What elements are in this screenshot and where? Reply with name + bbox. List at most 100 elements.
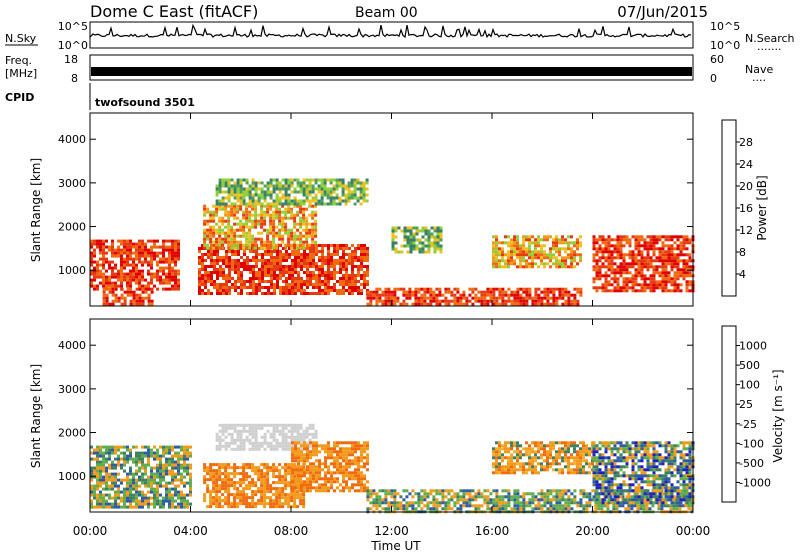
power-cell (120, 270, 123, 273)
power-cell (201, 259, 204, 262)
power-cell (303, 265, 306, 268)
velocity-cell (162, 464, 165, 467)
power-cell (103, 294, 106, 297)
power-cell (216, 188, 219, 191)
power-cell (513, 291, 516, 294)
power-cell (647, 259, 650, 262)
power-cell (246, 191, 249, 194)
power-cell (246, 182, 249, 185)
velocity-cell (294, 468, 297, 471)
velocity-cell (141, 458, 144, 461)
velocity-cell (252, 442, 255, 445)
power-cell (626, 235, 629, 238)
velocity-cell (260, 502, 263, 505)
power-cell (617, 250, 620, 253)
power-cell (366, 179, 369, 182)
power-cell (171, 276, 174, 279)
power-cell (269, 241, 272, 244)
velocity-cell (108, 506, 111, 509)
velocity-cell (369, 507, 372, 510)
power-cell (219, 203, 222, 206)
power-cell (255, 259, 258, 262)
velocity-cell (354, 444, 357, 447)
power-cell (102, 267, 105, 270)
velocity-cell (294, 486, 297, 489)
power-cell (593, 238, 596, 241)
power-cell (602, 289, 605, 292)
power-cell (111, 243, 114, 246)
velocity-cell (243, 445, 246, 448)
velocity-cell (215, 496, 218, 499)
power-cell (148, 288, 151, 291)
velocity-cell (354, 477, 357, 480)
power-cell (212, 226, 215, 229)
velocity-cell (165, 464, 168, 467)
power-cell (576, 247, 579, 250)
power-cell (123, 276, 126, 279)
velocity-cell (93, 485, 96, 488)
power-cell (210, 259, 213, 262)
power-cell (287, 211, 290, 214)
power-cell (339, 277, 342, 280)
power-cell (108, 285, 111, 288)
velocity-cell (120, 446, 123, 449)
power-cell (177, 273, 180, 276)
velocity-cell (227, 481, 230, 484)
power-cell (240, 200, 243, 203)
power-cell (330, 191, 333, 194)
velocity-cell (450, 495, 453, 498)
power-cell (240, 280, 243, 283)
velocity-cell (278, 502, 281, 505)
power-cell (306, 292, 309, 295)
power-cell (291, 182, 294, 185)
velocity-cell (242, 469, 245, 472)
velocity-cell (114, 497, 117, 500)
velocity-cell (156, 485, 159, 488)
velocity-cell (177, 479, 180, 482)
velocity-cell (126, 491, 129, 494)
power-cell (375, 297, 378, 300)
power-cell (686, 280, 689, 283)
power-cell (315, 265, 318, 268)
power-cell (653, 271, 656, 274)
power-cell (309, 259, 312, 262)
power-cell (144, 252, 147, 255)
power-cell (260, 238, 263, 241)
power-cell (549, 250, 552, 253)
velocity-cell (138, 467, 141, 470)
power-cell (393, 294, 396, 297)
velocity-cell (269, 469, 272, 472)
velocity-cell (108, 446, 111, 449)
velocity-cell (129, 506, 132, 509)
power-cell (437, 245, 440, 248)
velocity-cell (147, 449, 150, 452)
velocity-cell (162, 500, 165, 503)
velocity-cell (357, 468, 360, 471)
velocity-cell (285, 424, 288, 427)
power-cell (300, 256, 303, 259)
power-cell (117, 246, 120, 249)
power-cell (219, 289, 222, 292)
velocity-cell (120, 497, 123, 500)
power-cell (674, 286, 677, 289)
power-cell (201, 280, 204, 283)
velocity-cell (366, 444, 369, 447)
velocity-cell (381, 501, 384, 504)
power-cell (453, 303, 456, 306)
velocity-cell (444, 504, 447, 507)
power-cell (261, 271, 264, 274)
power-cell (510, 244, 513, 247)
power-cell (602, 286, 605, 289)
power-cell (237, 191, 240, 194)
power-cell (171, 288, 174, 291)
power-cell (641, 271, 644, 274)
velocity-cell (285, 436, 288, 439)
power-cell (447, 291, 450, 294)
power-cell (647, 241, 650, 244)
power-cell (314, 244, 317, 247)
power-cell (348, 292, 351, 295)
velocity-cell (156, 449, 159, 452)
power-cell (644, 256, 647, 259)
power-cell (141, 279, 144, 282)
power-cell (617, 238, 620, 241)
